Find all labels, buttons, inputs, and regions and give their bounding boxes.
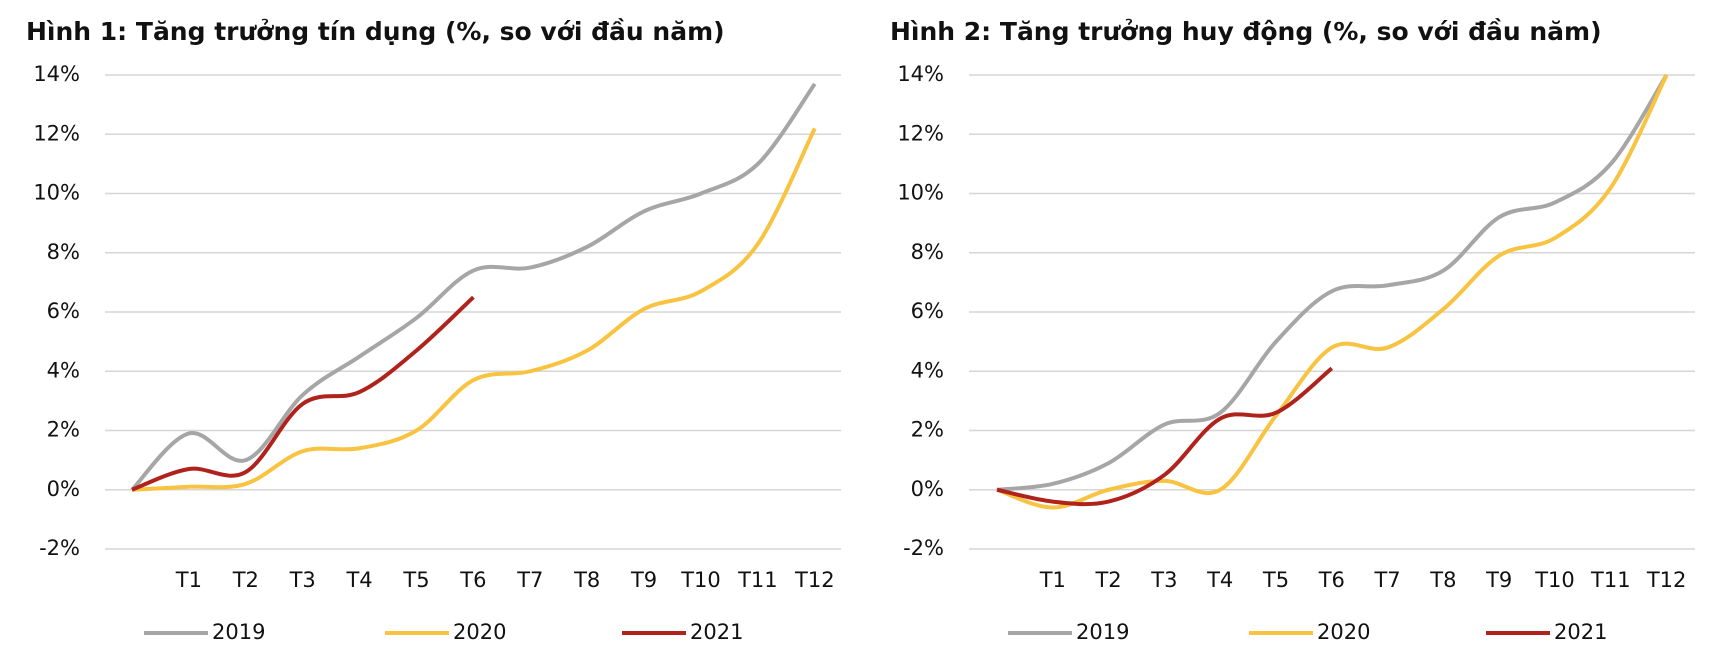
- x-tick-label: T5: [1262, 568, 1289, 592]
- line: [996, 73, 1669, 492]
- x-tick-label: T6: [459, 568, 486, 592]
- x-tick-label: T7: [516, 568, 543, 592]
- y-tick-label: 12%: [897, 121, 944, 145]
- x-tick-label: T12: [1646, 568, 1687, 592]
- x-tick-label: T10: [1534, 568, 1575, 592]
- y-tick-label: 14%: [897, 62, 944, 86]
- y-tick-label: 12%: [33, 121, 80, 145]
- y-tick-label: 8%: [911, 240, 944, 264]
- x-tick-label: T3: [1150, 568, 1177, 592]
- y-tick-label: 2%: [911, 418, 944, 442]
- y-tick-label: 14%: [33, 62, 80, 86]
- x-tick-label: T10: [680, 568, 721, 592]
- x-tick-label: T7: [1373, 568, 1400, 592]
- legend-label: 2019: [1076, 620, 1129, 644]
- legend-label: 2020: [453, 620, 506, 644]
- chart-title: Hình 2: Tăng trưởng huy động (%, so với …: [890, 17, 1602, 46]
- y-tick-label: 2%: [47, 418, 80, 442]
- legend-label: 2019: [212, 620, 265, 644]
- y-tick-label: 10%: [897, 181, 944, 205]
- x-tick-label: T9: [1485, 568, 1512, 592]
- y-tick-label: 6%: [47, 299, 80, 323]
- x-tick-label: T6: [1318, 568, 1345, 592]
- x-tick-label: T12: [794, 568, 835, 592]
- x-tick-label: T8: [1429, 568, 1456, 592]
- line: [996, 366, 1334, 507]
- legend-label: 2020: [1317, 620, 1370, 644]
- x-tick-label: T1: [175, 568, 202, 592]
- x-tick-label: T11: [1590, 568, 1631, 592]
- y-tick-label: 0%: [911, 477, 944, 501]
- y-tick-label: 6%: [911, 299, 944, 323]
- y-tick-label: -2%: [903, 536, 944, 560]
- x-tick-label: T11: [737, 568, 778, 592]
- x-tick-label: T2: [1094, 568, 1121, 592]
- y-tick-label: 0%: [47, 477, 80, 501]
- x-tick-label: T3: [289, 568, 316, 592]
- legend-label: 2021: [690, 620, 743, 644]
- line: [131, 127, 817, 492]
- x-tick-label: T8: [573, 568, 600, 592]
- x-tick-label: T4: [345, 568, 372, 592]
- x-tick-label: T5: [402, 568, 429, 592]
- line: [130, 82, 817, 492]
- y-tick-label: 4%: [911, 358, 944, 382]
- legend-label: 2021: [1554, 620, 1607, 644]
- y-tick-label: -2%: [39, 536, 80, 560]
- line: [996, 74, 1669, 510]
- line: [131, 295, 475, 492]
- y-tick-label: 4%: [47, 358, 80, 382]
- y-tick-label: 10%: [33, 181, 80, 205]
- x-tick-label: T1: [1039, 568, 1066, 592]
- chart-title: Hình 1: Tăng trưởng tín dụng (%, so với …: [26, 17, 725, 46]
- x-tick-label: T4: [1206, 568, 1233, 592]
- x-tick-label: T2: [232, 568, 259, 592]
- x-tick-label: T9: [630, 568, 657, 592]
- y-tick-label: 8%: [47, 240, 80, 264]
